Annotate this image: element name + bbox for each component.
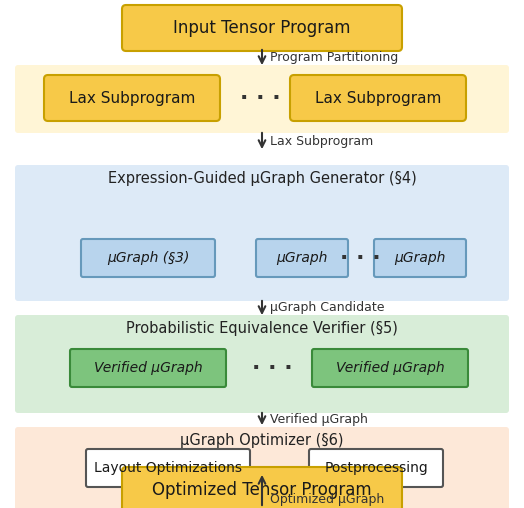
Text: Verified μGraph: Verified μGraph bbox=[336, 361, 444, 375]
Text: · · ·: · · · bbox=[252, 358, 292, 378]
FancyBboxPatch shape bbox=[44, 75, 220, 121]
Text: Lax Subprogram: Lax Subprogram bbox=[315, 90, 441, 106]
Text: Optimized μGraph: Optimized μGraph bbox=[270, 493, 384, 506]
Text: μGraph Optimizer (§6): μGraph Optimizer (§6) bbox=[180, 432, 344, 448]
FancyBboxPatch shape bbox=[15, 65, 509, 133]
Text: Probabilistic Equivalence Verifier (§5): Probabilistic Equivalence Verifier (§5) bbox=[126, 321, 398, 335]
FancyBboxPatch shape bbox=[70, 349, 226, 387]
Text: Lax Subprogram: Lax Subprogram bbox=[270, 136, 373, 148]
FancyBboxPatch shape bbox=[309, 449, 443, 487]
Text: Postprocessing: Postprocessing bbox=[324, 461, 428, 475]
FancyBboxPatch shape bbox=[290, 75, 466, 121]
Text: Layout Optimizations: Layout Optimizations bbox=[94, 461, 242, 475]
FancyBboxPatch shape bbox=[374, 239, 466, 277]
Text: Input Tensor Program: Input Tensor Program bbox=[173, 19, 351, 37]
Text: μGraph: μGraph bbox=[395, 251, 446, 265]
Text: · · ·: · · · bbox=[340, 248, 380, 268]
FancyBboxPatch shape bbox=[312, 349, 468, 387]
FancyBboxPatch shape bbox=[81, 239, 215, 277]
Text: Lax Subprogram: Lax Subprogram bbox=[69, 90, 195, 106]
FancyBboxPatch shape bbox=[86, 449, 250, 487]
FancyBboxPatch shape bbox=[122, 467, 402, 508]
FancyBboxPatch shape bbox=[15, 315, 509, 413]
Text: μGraph Candidate: μGraph Candidate bbox=[270, 302, 385, 314]
Text: Verified μGraph: Verified μGraph bbox=[270, 412, 368, 426]
FancyBboxPatch shape bbox=[15, 165, 509, 301]
Text: μGraph (§3): μGraph (§3) bbox=[107, 251, 189, 265]
FancyBboxPatch shape bbox=[256, 239, 348, 277]
FancyBboxPatch shape bbox=[15, 427, 509, 508]
Text: Program Partitioning: Program Partitioning bbox=[270, 50, 398, 64]
Text: · · ·: · · · bbox=[239, 88, 280, 108]
FancyBboxPatch shape bbox=[122, 5, 402, 51]
Text: μGraph: μGraph bbox=[276, 251, 328, 265]
Text: Verified μGraph: Verified μGraph bbox=[94, 361, 202, 375]
Text: Expression-Guided μGraph Generator (§4): Expression-Guided μGraph Generator (§4) bbox=[107, 171, 417, 185]
Text: Optimized Tensor Program: Optimized Tensor Program bbox=[152, 481, 372, 499]
